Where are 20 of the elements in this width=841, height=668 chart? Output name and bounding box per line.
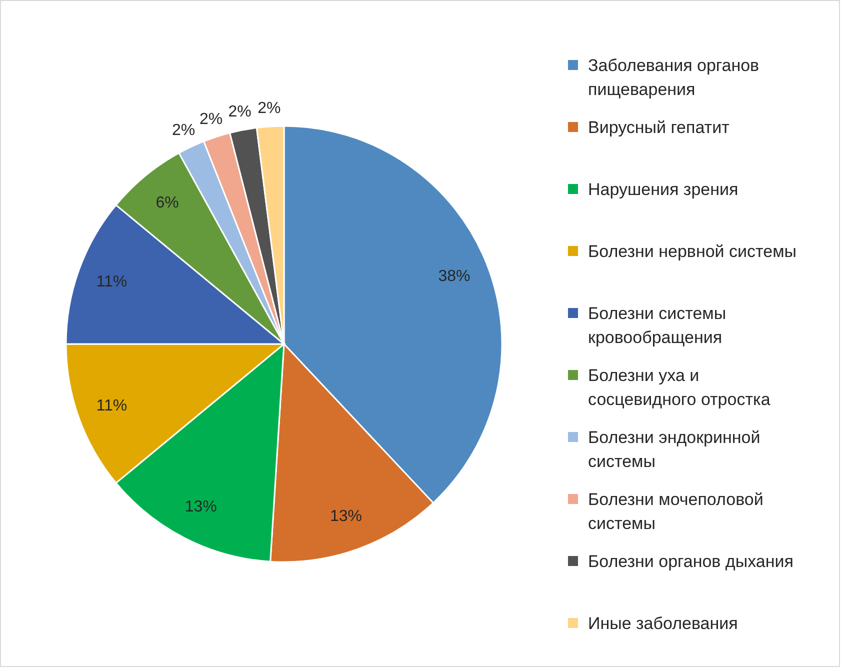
legend-label: Нарушения зрения: [588, 180, 738, 198]
data-label: 11%: [96, 398, 128, 415]
data-label: 13%: [184, 498, 217, 516]
data-label: 2%: [172, 122, 196, 139]
data-label: 2%: [258, 100, 281, 117]
legend-label: Болезни органов дыхания: [588, 552, 794, 570]
legend-label: Болезни нервной системы: [588, 242, 796, 260]
legend-label: Болезни эндокринной системы: [588, 428, 760, 470]
legend-label: Болезни системы кровообращения: [588, 304, 726, 346]
data-label: 2%: [200, 111, 223, 128]
data-label: 11%: [96, 273, 128, 290]
legend-label: Болезни уха и сосцевидного отростка: [588, 366, 771, 408]
legend-label: Заболевания органов пищеварения: [588, 56, 760, 98]
data-label: 2%: [228, 104, 252, 121]
data-label: 38%: [438, 268, 470, 286]
legend-label: Вирусный гепатит: [588, 118, 730, 136]
legend-label: Болезни мочеполовой системы: [588, 490, 764, 532]
data-label: 13%: [330, 508, 362, 525]
legend-label: Иные заболевания: [588, 614, 738, 632]
data-label: 6%: [156, 194, 179, 212]
